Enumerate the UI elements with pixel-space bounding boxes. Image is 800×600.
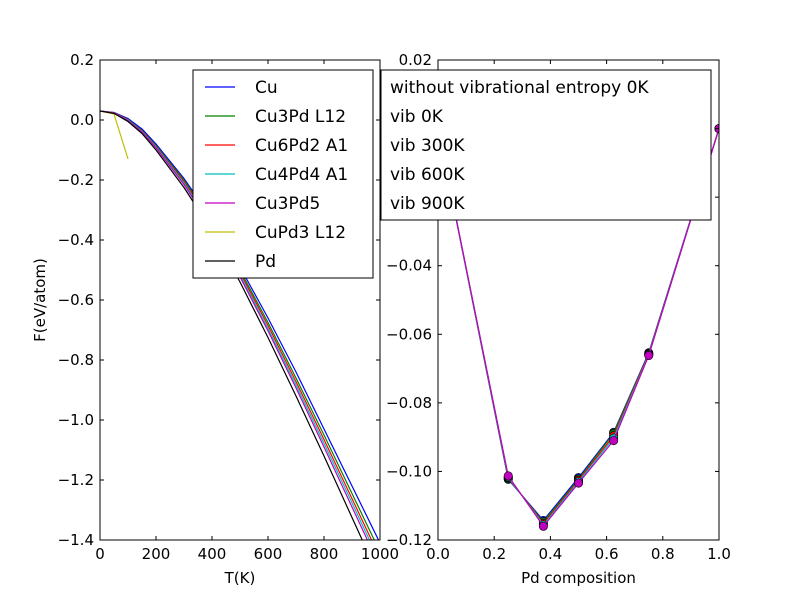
y-axis-label: F(eV/atom) xyxy=(31,258,49,342)
data-point-s4-3 xyxy=(573,478,583,488)
legend-label-2: vib 300K xyxy=(390,136,465,156)
legend-label-1: vib 0K xyxy=(390,107,444,127)
y-tick-label: −1.0 xyxy=(58,411,94,429)
legend-box xyxy=(380,69,712,221)
legend-label-2: Cu6Pd2 A1 xyxy=(255,136,348,156)
data-point-s4-2 xyxy=(538,521,548,531)
y-tick-label: −0.6 xyxy=(58,291,94,309)
legend-label-1: Cu3Pd L12 xyxy=(255,107,346,127)
legend-label-4: vib 900K xyxy=(390,194,465,214)
x-tick-label: 0.8 xyxy=(651,545,675,563)
y-tick-label: −1.4 xyxy=(58,531,94,549)
x-tick-label: 800 xyxy=(310,545,339,563)
y-tick-label: −0.10 xyxy=(386,462,432,480)
x-tick-label: 0 xyxy=(95,545,105,563)
y-tick-label: 0.2 xyxy=(70,51,94,69)
left-panel-temperature-plot: 0 200 400 600 800 1000 −1.4 −1.2 −1.0 −0.8 −0.6 −0.… xyxy=(31,51,399,587)
x-tick-label: 200 xyxy=(142,545,171,563)
legend-label-6: Pd xyxy=(255,252,276,272)
legend-label-3: Cu4Pd4 A1 xyxy=(255,165,348,185)
data-point-s4-4 xyxy=(609,436,619,446)
plot-frame xyxy=(437,59,720,541)
x-tick-label: 0.0 xyxy=(426,545,450,563)
x-tick-label: 1.0 xyxy=(707,545,731,563)
y-tick-label: −0.4 xyxy=(58,231,94,249)
x-tick-label: 0.2 xyxy=(482,545,506,563)
y-tick-label: −0.06 xyxy=(386,325,432,343)
x-tick-label: 0.4 xyxy=(538,545,562,563)
y-tick-label: −1.2 xyxy=(58,471,94,489)
legend-label-3: vib 600K xyxy=(390,165,465,185)
legend: Cu Cu3Pd L12 Cu6Pd2 A1 Cu4Pd4 A1 Cu3Pd5 CuPd3… xyxy=(192,69,374,279)
legend-label-0: Cu xyxy=(255,78,278,98)
x-axis-label: Pd composition xyxy=(521,569,636,587)
y-tick-label: −0.2 xyxy=(58,171,94,189)
data-point-s4-1 xyxy=(503,471,513,481)
y-tick-label: −0.8 xyxy=(58,351,94,369)
legend: without vibrational entropy 0K vib 0K vib … xyxy=(380,69,712,221)
x-axis-label: T(K) xyxy=(224,569,256,587)
right-panel-composition-plot: 0.0 0.2 0.4 0.6 0.8 1.0 −0.12 −0.10 −0.08 −0.06 −0… xyxy=(380,51,731,587)
data-point-s4-5 xyxy=(644,351,654,361)
y-tick-label: −0.08 xyxy=(386,394,432,412)
x-tick-label: 0.6 xyxy=(595,545,619,563)
x-tick-label: 1000 xyxy=(361,545,399,563)
y-tick-label: −0.04 xyxy=(386,257,432,275)
x-tick-label: 400 xyxy=(198,545,227,563)
legend-label-4: Cu3Pd5 xyxy=(255,194,320,214)
series-group xyxy=(438,124,719,531)
legend-label-0: without vibrational entropy 0K xyxy=(390,78,649,98)
y-tick-label: 0.0 xyxy=(70,111,94,129)
legend-label-5: CuPd3 L12 xyxy=(255,223,346,243)
y-tick-label: 0.02 xyxy=(399,51,432,69)
y-tick-label: −0.12 xyxy=(386,531,432,549)
x-tick-label: 600 xyxy=(254,545,283,563)
